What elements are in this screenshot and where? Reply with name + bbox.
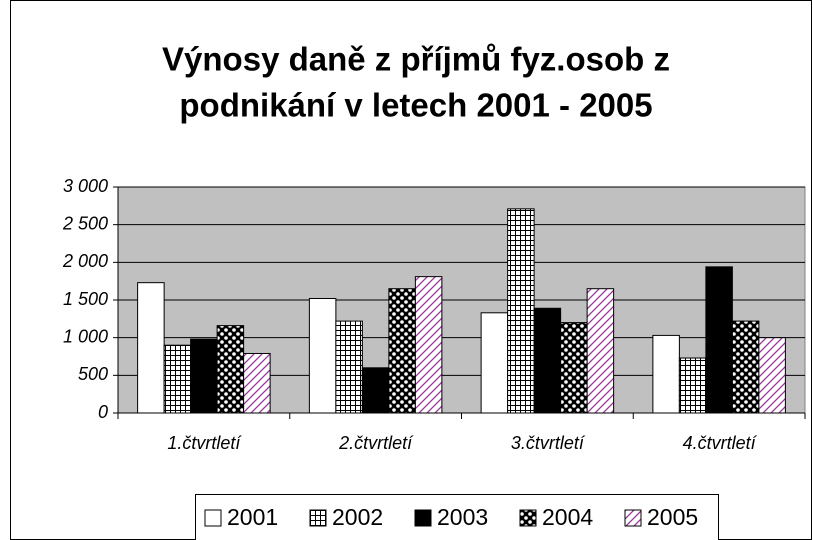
- legend-swatch: [519, 509, 537, 527]
- bar: [758, 337, 786, 414]
- bar: [216, 325, 245, 414]
- legend-swatch: [309, 509, 327, 527]
- bar: [243, 352, 271, 414]
- bar: [163, 344, 192, 414]
- legend-swatch: [204, 509, 222, 527]
- legend-label: 2004: [542, 504, 593, 530]
- bar: [414, 276, 443, 414]
- y-tick-label: 1 000: [63, 326, 108, 346]
- bar: [652, 334, 680, 414]
- y-tick-label: 500: [78, 364, 108, 384]
- bar: [533, 307, 562, 414]
- y-tick-label: 3 000: [63, 176, 108, 196]
- bar: [507, 208, 535, 414]
- bar: [560, 322, 588, 414]
- x-tick-label: 3.čtvrtletí: [511, 433, 586, 453]
- x-tick-label: 4.čtvrtletí: [683, 433, 758, 453]
- bar: [678, 357, 707, 414]
- bar: [308, 297, 337, 414]
- y-tick-label: 0: [98, 402, 108, 422]
- legend-swatch: [624, 509, 642, 527]
- chart-title: podnikání v letech 2001 - 2005: [179, 87, 652, 124]
- x-tick-label: 2.čtvrtletí: [338, 433, 414, 453]
- bar: [190, 338, 218, 414]
- legend-label: 2005: [647, 504, 698, 530]
- y-tick-label: 2 500: [62, 213, 108, 233]
- legend-swatch: [414, 509, 432, 527]
- bar: [586, 288, 615, 414]
- legend-label: 2003: [437, 504, 488, 530]
- bar: [731, 320, 760, 414]
- bar: [705, 266, 733, 414]
- bar: [480, 312, 509, 414]
- x-tick-label: 1.čtvrtletí: [167, 433, 242, 453]
- legend-label: 2002: [332, 504, 383, 530]
- y-tick-label: 1 500: [63, 289, 108, 309]
- bar: [388, 288, 416, 414]
- y-tick-label: 2 000: [62, 251, 108, 271]
- legend-label: 2001: [227, 504, 278, 530]
- bar: [137, 282, 165, 414]
- chart-title: Výnosy daně z příjmů fyz.osob z: [162, 41, 670, 78]
- bar: [335, 320, 363, 414]
- bar: [361, 367, 390, 414]
